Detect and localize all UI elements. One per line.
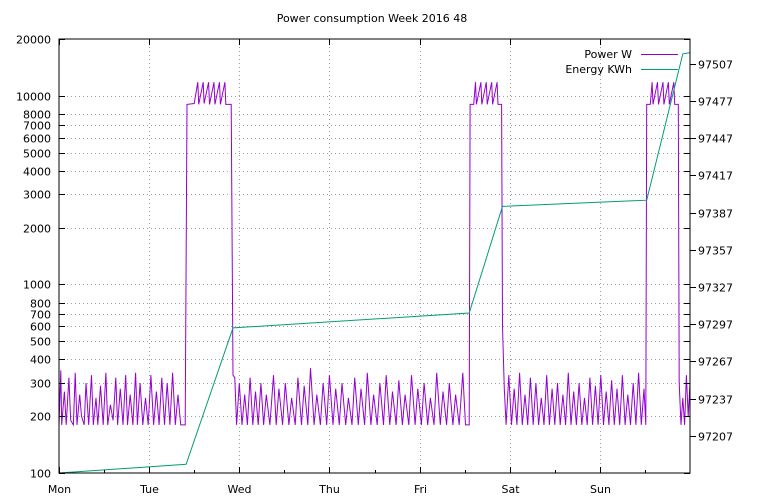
right-tick-label: 97417	[698, 170, 733, 183]
bottom-tick-label: Wed	[228, 483, 252, 496]
left-tick-label: 4000	[23, 166, 51, 179]
left-tick-label: 100	[30, 468, 51, 481]
left-tick-label: 700	[30, 309, 51, 322]
left-tick-label: 200	[30, 411, 51, 424]
plot-frame	[58, 38, 691, 474]
legend-label-power-w: Power W	[584, 48, 632, 61]
bottom-axis: Mon Tue Wed Thu Fri Sat Sun	[48, 39, 646, 496]
left-tick-label: 600	[30, 321, 51, 334]
chart-title: Power consumption Week 2016 48	[277, 12, 468, 25]
legend-label-energy-kwh: Energy KWh	[565, 63, 632, 76]
left-tick-label: 3000	[23, 189, 51, 202]
left-tick-label: 7000	[23, 120, 51, 133]
left-tick-label: 5000	[23, 148, 51, 161]
bottom-tick-label: Fri	[414, 483, 427, 496]
grid-lines	[59, 39, 690, 473]
left-tick-label: 500	[30, 336, 51, 349]
right-axis: 97207 97237 97267 97297 97327 97357 97387 97417…	[690, 59, 733, 444]
left-tick-label: 300	[30, 378, 51, 391]
bottom-tick-label: Thu	[318, 483, 340, 496]
left-tick-label: 800	[30, 298, 51, 311]
left-tick-label: 6000	[23, 133, 51, 146]
left-tick-label: 10000	[16, 91, 51, 104]
right-tick-label: 97327	[698, 282, 733, 295]
left-tick-label: 400	[30, 354, 51, 367]
right-tick-label: 97267	[698, 356, 733, 369]
right-tick-label: 97387	[698, 208, 733, 221]
right-tick-label: 97237	[698, 394, 733, 407]
series-layer	[58, 52, 691, 474]
left-tick-label: 20000	[16, 34, 51, 47]
legend: Power W Energy KWh	[565, 48, 678, 76]
bottom-tick-label: Mon	[48, 483, 71, 496]
left-tick-label: 8000	[23, 109, 51, 122]
right-tick-label: 97477	[698, 96, 733, 109]
right-tick-label: 97297	[698, 319, 733, 332]
series-power-w-line	[58, 82, 691, 427]
bottom-tick-label: Sun	[590, 483, 611, 496]
bottom-tick-label: Tue	[139, 483, 159, 496]
series-energy-kwh-line	[58, 52, 691, 474]
bottom-tick-label: Sat	[501, 483, 520, 496]
left-tick-label: 2000	[23, 223, 51, 236]
right-tick-label: 97207	[698, 431, 733, 444]
right-tick-label: 97357	[698, 245, 733, 258]
right-tick-label: 97507	[698, 59, 733, 72]
left-tick-label: 1000	[23, 279, 51, 292]
right-tick-label: 97447	[698, 133, 733, 146]
